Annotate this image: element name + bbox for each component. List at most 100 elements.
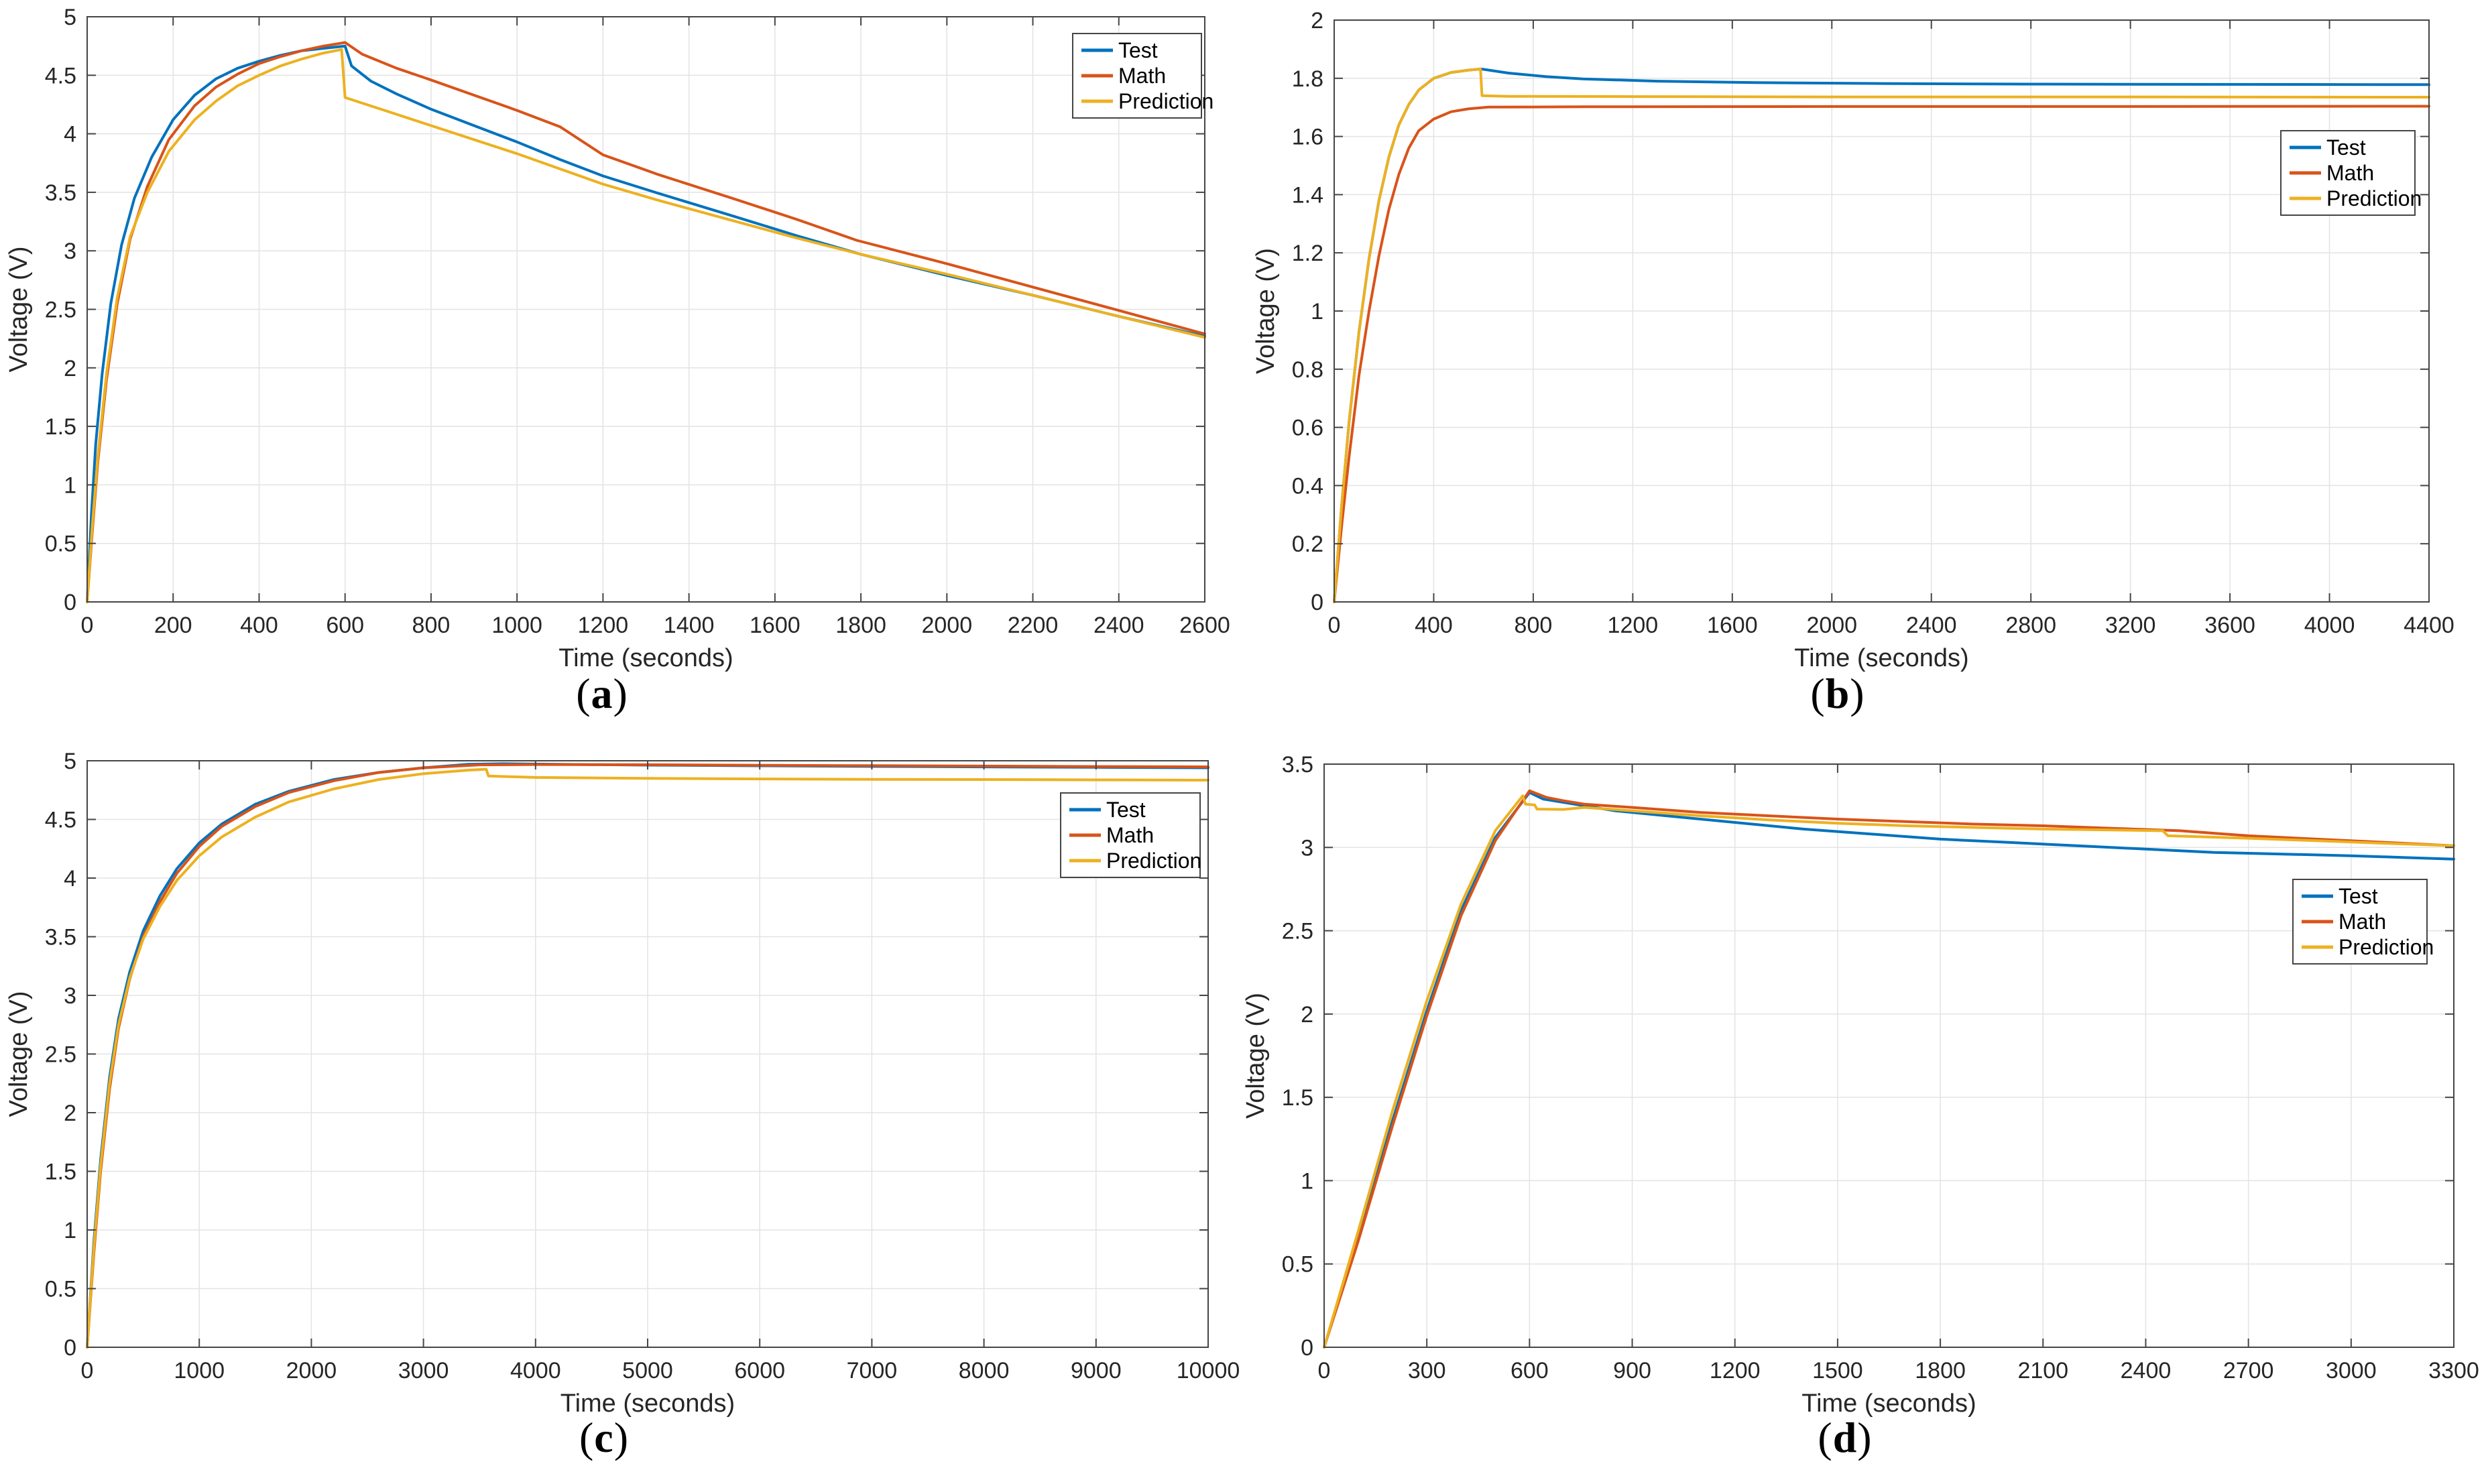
legend-label-prediction-b: Prediction (2326, 186, 2422, 210)
x-axis-label-c: Time (seconds) (560, 1389, 735, 1418)
svg-text:3: 3 (1301, 835, 1313, 861)
series-test-d (1323, 791, 2455, 1349)
svg-text:0: 0 (81, 613, 94, 638)
caption-c-letter: c (594, 1414, 614, 1461)
svg-text:1600: 1600 (1707, 613, 1758, 638)
legend-label-test-a: Test (1118, 38, 1158, 62)
svg-text:3000: 3000 (398, 1358, 449, 1383)
svg-text:2.5: 2.5 (45, 1042, 76, 1068)
svg-text:4000: 4000 (510, 1358, 561, 1383)
svg-text:5000: 5000 (622, 1358, 673, 1383)
caption-b-close: ) (1850, 670, 1865, 717)
axes-c (86, 760, 1209, 1348)
caption-c: (c) (579, 1413, 629, 1463)
svg-text:4: 4 (64, 122, 76, 147)
svg-text:4400: 4400 (2404, 613, 2454, 638)
caption-b-letter: b (1825, 670, 1850, 717)
svg-text:2800: 2800 (2005, 613, 2056, 638)
svg-text:0: 0 (1311, 590, 1323, 615)
svg-text:600: 600 (326, 613, 364, 638)
y-axis-label-d: Voltage (V) (1242, 993, 1270, 1119)
legend-label-test-b: Test (2326, 135, 2366, 160)
svg-text:1400: 1400 (664, 613, 715, 638)
series-math-d (1323, 789, 2455, 1349)
x-axis-label-a: Time (seconds) (558, 644, 733, 672)
tick-labels-c: 0 1000 2000 3000 4000 5000 6000 7000 8000 9000 100… (45, 749, 1240, 1383)
svg-text:0: 0 (1318, 1358, 1331, 1383)
legend-label-math-b: Math (2326, 161, 2374, 185)
legend-label-prediction-a: Prediction (1118, 89, 1214, 113)
series-math-b (1333, 105, 2430, 603)
caption-c-close: ) (613, 1414, 630, 1461)
svg-text:7000: 7000 (847, 1358, 898, 1383)
svg-text:1000: 1000 (491, 613, 542, 638)
svg-text:1600: 1600 (750, 613, 801, 638)
caption-d: (d) (1818, 1413, 1872, 1463)
svg-text:4.5: 4.5 (45, 63, 76, 88)
svg-text:3200: 3200 (2105, 613, 2156, 638)
tick-labels-d: 0 300 600 900 1200 1500 1800 2100 2400 2700 3000 33… (1282, 752, 2479, 1383)
svg-text:400: 400 (1415, 613, 1453, 638)
legend-label-math-c: Math (1106, 823, 1154, 847)
svg-text:0.2: 0.2 (1292, 532, 1323, 557)
svg-text:2600: 2600 (1179, 613, 1230, 638)
caption-d-close: ) (1857, 1414, 1873, 1461)
svg-text:0.8: 0.8 (1292, 357, 1323, 383)
series-test-a (86, 44, 1206, 603)
svg-text:8000: 8000 (959, 1358, 1010, 1383)
svg-text:3000: 3000 (2326, 1358, 2377, 1383)
svg-text:1: 1 (1301, 1168, 1313, 1194)
svg-text:0: 0 (81, 1358, 94, 1383)
svg-text:2: 2 (64, 1101, 76, 1126)
y-axis-label-a: Voltage (V) (5, 247, 33, 373)
series-prediction-b (1333, 67, 2430, 603)
svg-text:5: 5 (64, 749, 76, 774)
svg-text:1: 1 (64, 473, 76, 498)
axes-a (86, 16, 1205, 603)
svg-text:2700: 2700 (2223, 1358, 2274, 1383)
svg-text:1.5: 1.5 (1282, 1085, 1313, 1111)
svg-text:0.6: 0.6 (1292, 416, 1323, 441)
svg-text:4000: 4000 (2304, 613, 2355, 638)
svg-text:0.4: 0.4 (1292, 473, 1323, 499)
svg-text:2.5: 2.5 (1282, 919, 1313, 944)
y-axis-label-b: Voltage (V) (1252, 248, 1280, 374)
svg-text:2.5: 2.5 (45, 298, 76, 323)
svg-text:2100: 2100 (2017, 1358, 2068, 1383)
svg-text:0.5: 0.5 (1282, 1252, 1313, 1278)
svg-text:6000: 6000 (734, 1358, 785, 1383)
panel-a: 0 200 400 600 800 1000 1200 1400 1600 1800 2000 220… (5, 5, 1230, 672)
legend-label-math-d: Math (2339, 910, 2386, 934)
svg-text:3600: 3600 (2204, 613, 2255, 638)
svg-text:3: 3 (64, 239, 76, 264)
panel-d: 0 300 600 900 1200 1500 1800 2100 2400 2700 3000 33… (1242, 752, 2479, 1418)
legend-label-prediction-c: Prediction (1106, 849, 1201, 873)
svg-text:1.2: 1.2 (1292, 241, 1323, 266)
tick-labels-b: 0 400 800 1200 1600 2000 2400 2800 3200 3600 4000 4… (1292, 8, 2454, 638)
caption-a: (a) (576, 669, 628, 719)
svg-text:2400: 2400 (2121, 1358, 2172, 1383)
caption-d-open: ( (1818, 1414, 1833, 1461)
svg-text:10000: 10000 (1177, 1358, 1240, 1383)
caption-a-open: ( (576, 670, 591, 717)
svg-text:200: 200 (154, 613, 192, 638)
svg-text:3.5: 3.5 (1282, 752, 1313, 778)
series-prediction-d (1323, 794, 2455, 1349)
series-group-d (1323, 789, 2455, 1349)
svg-text:3.5: 3.5 (45, 925, 76, 950)
svg-text:3300: 3300 (2428, 1358, 2479, 1383)
series-prediction-a (86, 48, 1206, 603)
svg-text:2: 2 (1301, 1002, 1313, 1028)
svg-text:2000: 2000 (1806, 613, 1857, 638)
svg-text:3.5: 3.5 (45, 180, 76, 206)
svg-text:1.5: 1.5 (45, 414, 76, 440)
svg-text:2000: 2000 (921, 613, 972, 638)
svg-text:800: 800 (412, 613, 451, 638)
svg-text:0: 0 (64, 1335, 76, 1361)
svg-text:0: 0 (64, 590, 76, 615)
svg-text:2000: 2000 (286, 1358, 337, 1383)
